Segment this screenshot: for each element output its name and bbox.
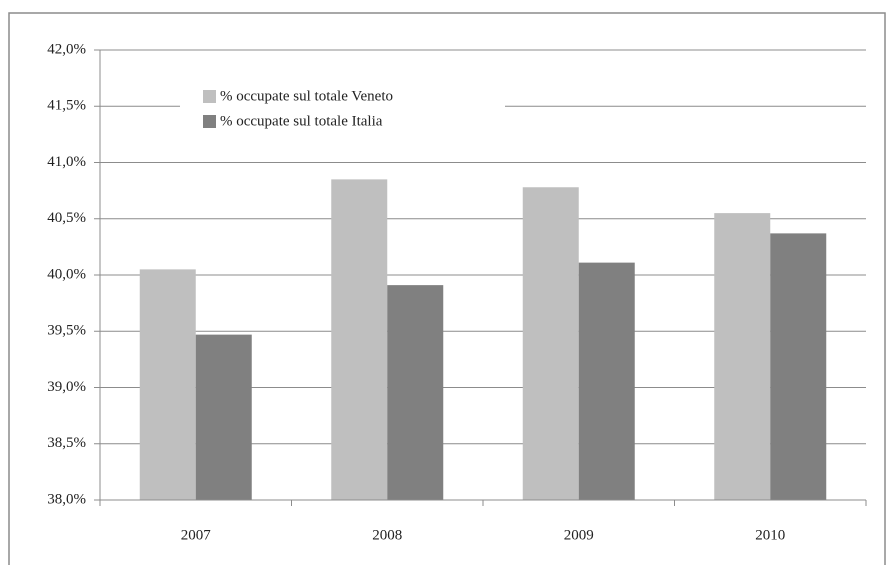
legend-swatch — [203, 90, 216, 103]
x-tick-label: 2010 — [755, 527, 785, 543]
y-tick-label: 38,0% — [47, 491, 86, 507]
bar — [387, 285, 444, 500]
y-tick-label: 39,0% — [47, 379, 86, 395]
x-tick-label: 2007 — [181, 527, 212, 543]
bar — [139, 269, 196, 500]
y-tick-label: 40,5% — [47, 210, 86, 226]
bar — [522, 187, 579, 500]
bar — [331, 179, 388, 500]
bar — [195, 334, 252, 500]
y-tick-label: 40,0% — [47, 266, 86, 282]
x-tick-label: 2008 — [372, 527, 402, 543]
legend-swatch — [203, 115, 216, 128]
legend-label: % occupate sul totale Italia — [220, 113, 383, 129]
y-tick-label: 41,0% — [47, 154, 86, 170]
legend-box — [180, 85, 505, 137]
chart-frame — [8, 12, 886, 565]
bar — [770, 233, 827, 500]
bar — [714, 213, 771, 500]
y-tick-label: 41,5% — [47, 98, 86, 114]
y-tick-label: 38,5% — [47, 435, 86, 451]
y-tick-label: 42,0% — [47, 41, 86, 57]
x-tick-label: 2009 — [564, 527, 594, 543]
legend-label: % occupate sul totale Veneto — [220, 88, 393, 104]
bar — [578, 262, 635, 500]
y-tick-label: 39,5% — [47, 323, 86, 339]
